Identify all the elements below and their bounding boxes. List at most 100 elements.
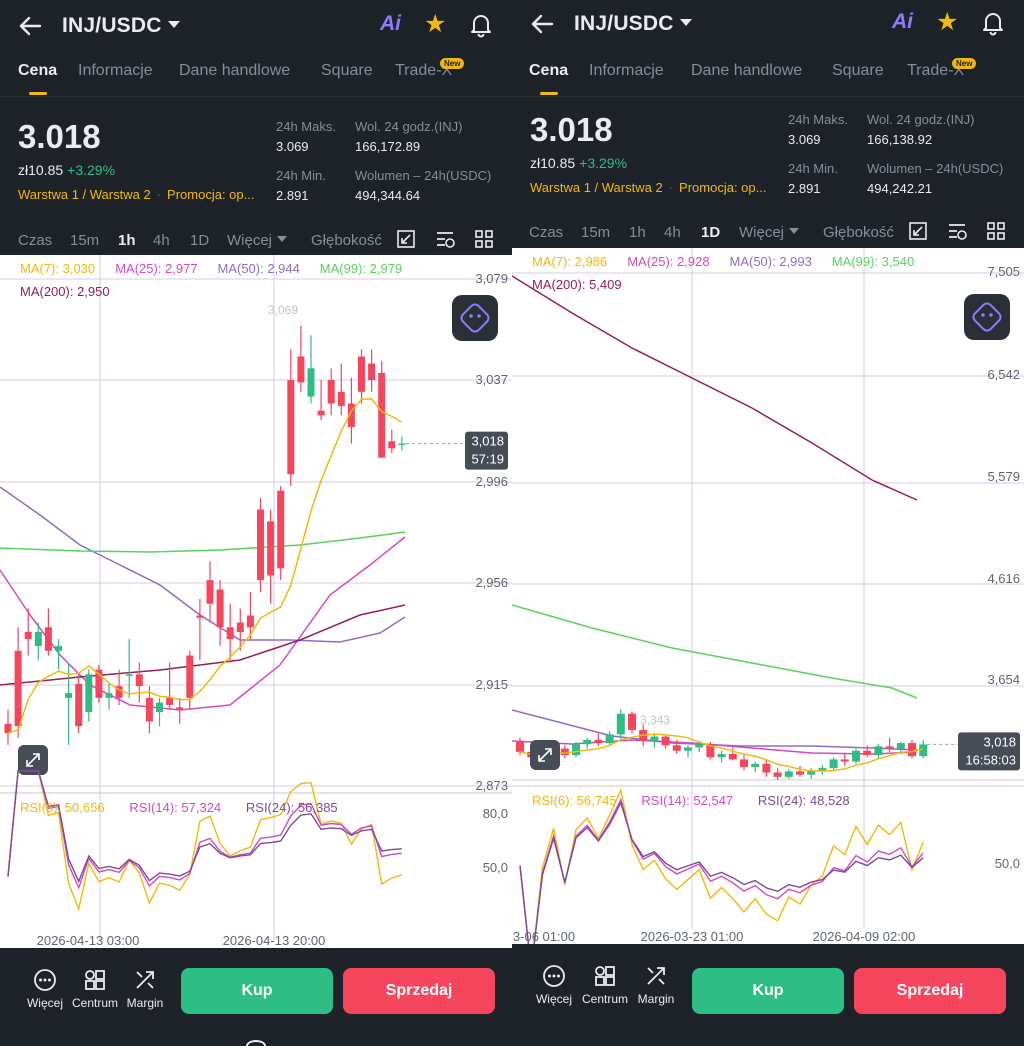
candle-body — [751, 763, 760, 768]
caret-down-icon — [789, 228, 800, 234]
tab-dane-handlowe[interactable]: Dane handlowe — [179, 62, 291, 79]
tf-more-label: Więcej — [739, 224, 785, 241]
rsi14-line — [519, 797, 924, 948]
candle-body — [784, 771, 793, 777]
pair-selector[interactable]: INJ/USDC — [574, 12, 692, 36]
candle-body — [572, 744, 580, 756]
settings-icon[interactable] — [435, 229, 455, 249]
time-axis-label: 3-06 01:00 — [513, 929, 575, 944]
caret-down-icon — [167, 21, 180, 28]
candle-body — [807, 770, 816, 775]
grid-icon[interactable] — [986, 221, 1006, 241]
tf-15m[interactable]: 15m — [581, 224, 611, 241]
candle-body — [196, 615, 204, 618]
tf-1d[interactable]: 1D — [701, 224, 721, 241]
price-axis-label: 3,037 — [475, 372, 508, 387]
time-axis-label: 2026-04-09 02:00 — [813, 929, 916, 944]
expand-icon — [538, 748, 552, 762]
bottom-bar: Więcej Centrum Margin Kup Sprzedaj — [0, 948, 512, 1046]
candle-body — [896, 743, 905, 749]
rsi-axis-label: 50,0 — [995, 856, 1020, 871]
home-indicator[interactable] — [246, 1040, 266, 1046]
new-badge: New — [952, 58, 977, 69]
tab-cena[interactable]: Cena — [18, 62, 58, 79]
candle-body — [398, 443, 406, 446]
sell-button[interactable]: Sprzedaj — [343, 968, 495, 1014]
candle-body — [863, 750, 872, 756]
pair-selector[interactable]: INJ/USDC — [62, 14, 180, 38]
pair-label: INJ/USDC — [62, 14, 162, 37]
margin-button[interactable]: Margin — [631, 964, 681, 1006]
settings-icon[interactable] — [947, 221, 967, 241]
tf-time[interactable]: Czas — [529, 224, 564, 241]
buy-button[interactable]: Kup — [181, 968, 333, 1014]
tab-trade-x[interactable]: Trade-X — [907, 62, 965, 79]
tf-15m[interactable]: 15m — [70, 232, 100, 249]
ai-icon[interactable]: Ai — [892, 10, 913, 33]
tab-square[interactable]: Square — [832, 62, 884, 79]
price-axis-label: 2,996 — [475, 474, 508, 489]
time-axis-label: 2026-04-13 20:00 — [223, 933, 326, 948]
tf-time[interactable]: Czas — [18, 232, 53, 249]
tab-informacje[interactable]: Informacje — [589, 62, 664, 79]
candlestick-chart[interactable]: 3,069 3,079 3,037 2,996 2,956 2,915 2,873 3,018… — [0, 255, 512, 948]
center-button[interactable]: Centrum — [70, 968, 120, 1010]
tf-more[interactable]: Więcej — [227, 232, 288, 249]
tab-informacje[interactable]: Informacje — [78, 62, 153, 79]
center-label: Centrum — [71, 996, 118, 1010]
ma99-line — [512, 604, 918, 699]
fullscreen-icon[interactable] — [908, 221, 928, 241]
tags-row: Warstwa 1 / Warstwa 2 · Promocja: op... — [530, 180, 767, 195]
chart-area[interactable]: 3,069 3,079 3,037 2,996 2,956 2,915 2,873 3,018… — [0, 255, 512, 948]
header: INJ/USDC Ai ★ Cena Informacje Dane handl… — [512, 0, 1024, 248]
arrow-left-icon[interactable] — [16, 12, 44, 40]
layer-tag[interactable]: Warstwa 1 / Warstwa 2 — [18, 187, 151, 202]
fullscreen-icon[interactable] — [396, 229, 416, 249]
ai-assistant-eye — [981, 313, 985, 317]
price-axis-label: 2,873 — [475, 778, 508, 793]
star-icon[interactable]: ★ — [424, 10, 447, 38]
margin-button[interactable]: Margin — [120, 968, 170, 1010]
ai-icon[interactable]: Ai — [380, 12, 401, 35]
tab-trade-x[interactable]: Trade-X — [395, 62, 453, 79]
ma99-line — [0, 531, 406, 553]
tf-4h[interactable]: 4h — [664, 224, 681, 241]
candle-body — [583, 739, 592, 745]
tab-cena[interactable]: Cena — [529, 62, 569, 79]
candle-body — [560, 748, 569, 756]
price-axis-label: 4,616 — [987, 571, 1020, 586]
bell-icon[interactable] — [468, 12, 494, 38]
tf-1d[interactable]: 1D — [190, 232, 210, 249]
candle-body — [829, 759, 838, 769]
rsi-axis-label: 50,0 — [483, 860, 508, 875]
arrow-left-icon[interactable] — [528, 10, 556, 38]
candle-body — [327, 380, 335, 404]
low-value: 2.891 — [276, 188, 309, 203]
tab-square[interactable]: Square — [321, 62, 373, 79]
price-tag-value: 3,018 — [983, 734, 1016, 749]
tf-depth[interactable]: Głębokość — [311, 232, 382, 249]
tf-1h[interactable]: 1h — [118, 232, 136, 249]
tf-4h[interactable]: 4h — [153, 232, 170, 249]
buy-button[interactable]: Kup — [692, 968, 844, 1014]
tf-1h[interactable]: 1h — [629, 224, 646, 241]
tab-dane-handlowe[interactable]: Dane handlowe — [691, 62, 803, 79]
more-button[interactable]: Więcej — [529, 964, 579, 1006]
promo-tag[interactable]: Promocja: op... — [679, 180, 767, 195]
star-icon[interactable]: ★ — [936, 8, 959, 36]
candle-body — [706, 744, 715, 758]
layer-tag[interactable]: Warstwa 1 / Warstwa 2 — [530, 180, 663, 195]
promo-tag[interactable]: Promocja: op... — [167, 187, 255, 202]
price-axis-label: 7,505 — [987, 264, 1020, 279]
bell-icon[interactable] — [980, 10, 1006, 36]
candle-body — [885, 746, 894, 749]
chart-area[interactable]: 3,343 7,505 6,542 5,579 4,616 3,654 3,018 16:58… — [512, 248, 1024, 948]
tf-more[interactable]: Więcej — [739, 224, 800, 241]
grid-icon[interactable] — [474, 229, 494, 249]
tf-depth[interactable]: Głębokość — [823, 224, 894, 241]
center-button[interactable]: Centrum — [580, 964, 630, 1006]
more-button[interactable]: Więcej — [20, 968, 70, 1010]
sell-button[interactable]: Sprzedaj — [854, 968, 1006, 1014]
candlestick-chart[interactable]: 3,343 7,505 6,542 5,579 4,616 3,654 3,018 16:58… — [512, 248, 1024, 948]
candle-body — [166, 697, 174, 705]
